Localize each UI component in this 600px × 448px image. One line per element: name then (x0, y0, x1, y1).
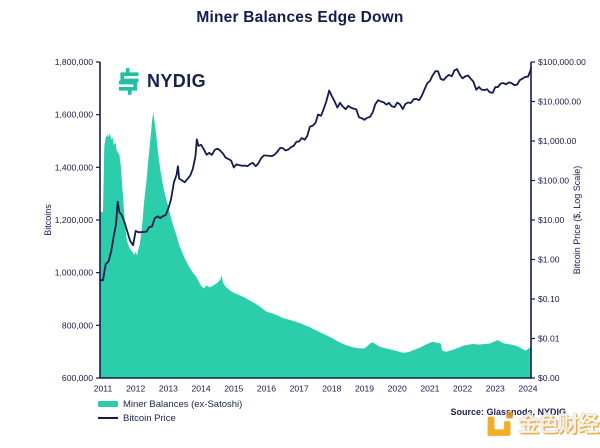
x-axis-tick-label: 2024 (518, 384, 537, 394)
left-axis-tick-label: 1,000,000 (55, 268, 93, 278)
miner-balances-area (100, 112, 531, 378)
right-axis-tick-label: $100,000.00 (538, 57, 586, 67)
x-axis-tick-label: 2018 (322, 384, 341, 394)
x-axis-tick-label: 2012 (126, 384, 145, 394)
jinse-watermark: 金色财经 (483, 407, 599, 439)
nydig-logo-text: NYDIG (147, 71, 207, 91)
nydig-logo-icon (118, 68, 139, 95)
right-axis-tick-label: $0.10 (538, 294, 560, 304)
right-axis-tick-label: $10,000.00 (538, 97, 581, 107)
left-axis-tick-label: 600,000 (62, 373, 93, 383)
x-axis-tick-label: 2016 (257, 384, 276, 394)
x-axis-tick-label: 2022 (453, 384, 472, 394)
x-axis-tick-label: 2020 (388, 384, 407, 394)
left-axis-tick-label: 1,600,000 (55, 110, 93, 120)
miner-balances-swatch (98, 401, 118, 407)
right-axis-tick-label: $1,000.00 (538, 136, 576, 146)
left-axis-tick-label: 1,200,000 (55, 215, 93, 225)
right-axis-tick-label: $0.00 (538, 373, 560, 383)
x-axis-tick-label: 2017 (290, 384, 309, 394)
nydig-logo: NYDIG (116, 66, 206, 97)
legend-item-bitcoin-price: Bitcoin Price (98, 412, 242, 424)
x-axis-tick-label: 2011 (94, 384, 113, 394)
x-axis-tick-label: 2014 (192, 384, 211, 394)
x-axis-tick-label: 2023 (486, 384, 505, 394)
bitcoin-price-swatch (98, 416, 118, 420)
watermark-text: 金色财经 (518, 413, 599, 436)
bitcoin-price-line (99, 67, 532, 282)
x-axis-tick-label: 2015 (224, 384, 243, 394)
left-axis-title: Bitcoins (43, 204, 53, 236)
left-axis-tick-label: 1,800,000 (55, 57, 93, 67)
right-axis-tick-label: $100.00 (538, 176, 569, 186)
right-axis-tick-label: $10.00 (538, 215, 565, 225)
x-axis-tick-label: 2019 (355, 384, 374, 394)
chart-legend: Miner Balances (ex-Satoshi) Bitcoin Pric… (98, 398, 242, 424)
x-axis-tick-label: 2021 (420, 384, 439, 394)
left-axis-tick-label: 800,000 (62, 320, 93, 330)
x-axis-tick-label: 2013 (159, 384, 178, 394)
legend-item-miner-balances: Miner Balances (ex-Satoshi) (98, 398, 242, 410)
legend-label: Bitcoin Price (123, 412, 176, 424)
right-axis-tick-label: $0.01 (538, 334, 560, 344)
legend-label: Miner Balances (ex-Satoshi) (123, 398, 243, 410)
right-axis-title: Bitcoin Price ($, Log Scale) (572, 166, 582, 275)
jinse-logo-icon (487, 412, 513, 436)
chart-title: Miner Balances Edge Down (196, 9, 404, 26)
right-axis-tick-label: $1.00 (538, 255, 560, 265)
left-axis-tick-label: 1,400,000 (55, 162, 93, 172)
